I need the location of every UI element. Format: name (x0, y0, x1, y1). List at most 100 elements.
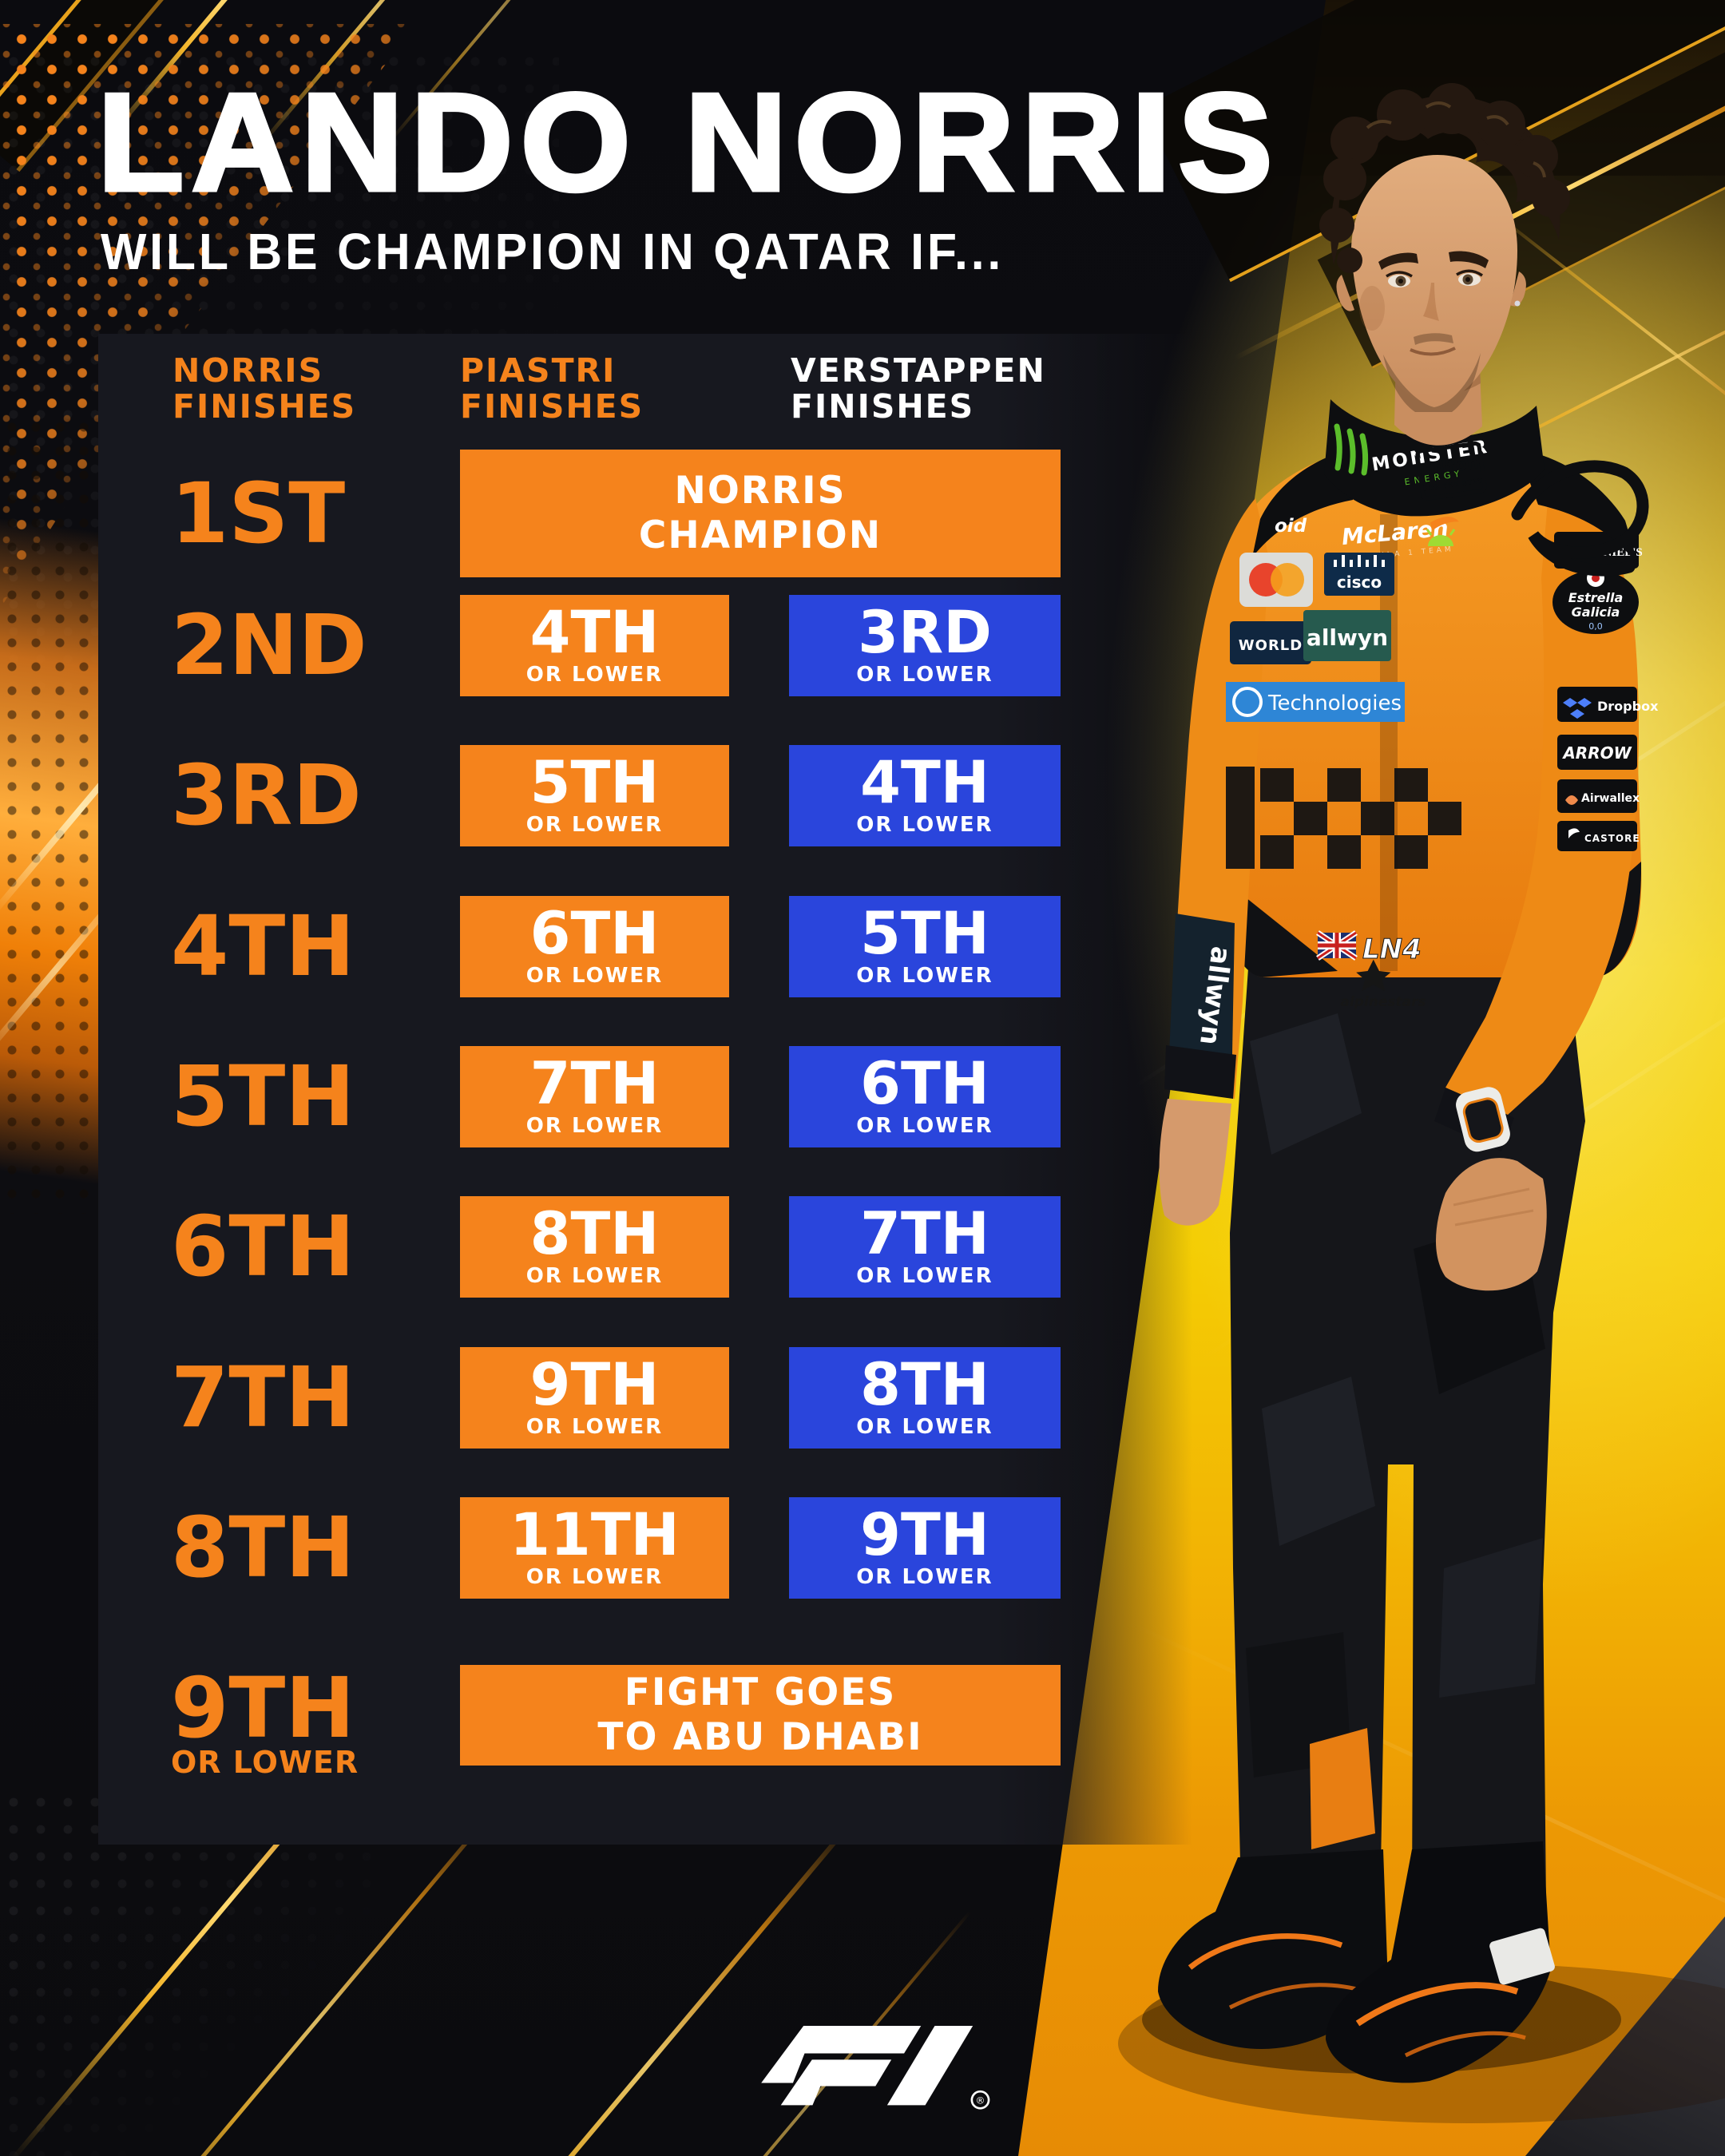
dell-icon (1232, 687, 1263, 717)
dropbox-patch: Dropbox (1557, 687, 1659, 722)
boot-label (1489, 1928, 1555, 1985)
cisco-patch: cisco (1324, 553, 1394, 596)
svg-text:cisco: cisco (1337, 573, 1382, 592)
hair (1319, 83, 1570, 273)
mouth (1410, 347, 1456, 356)
svg-text:WORLD: WORLD (1239, 637, 1303, 654)
verstappen-cell: 9TH OR LOWER (789, 1497, 1061, 1599)
svg-text:Galicia: Galicia (1572, 604, 1620, 620)
f1-f-mid (780, 2059, 892, 2106)
trousers (1230, 945, 1585, 1913)
svg-text:alpinestars: alpinestars (1340, 994, 1426, 1010)
column-header-piastri: PIASTRI FINISHES (460, 351, 644, 426)
android-robot-icon (1426, 529, 1456, 546)
android-partial-label: oid (1275, 516, 1307, 537)
head (1319, 83, 1570, 446)
airwallex-patch: Airwallex (1557, 779, 1640, 813)
norris-position-label: 1ST (171, 465, 346, 562)
piastri-cell: 5TH OR LOWER (460, 745, 729, 846)
table-row: 1ST NORRIS CHAMPION (0, 450, 1198, 577)
norris-position-label: 8TH (171, 1499, 355, 1596)
table-row: 8TH 11TH OR LOWER 9TH OR LOWER (0, 1497, 1198, 1599)
verstappen-cell: 5TH OR LOWER (789, 896, 1061, 997)
stubble (1383, 353, 1481, 412)
table-row: 6TH 8TH OR LOWER 7TH OR LOWER (0, 1196, 1198, 1298)
piastri-cell: 9TH OR LOWER (460, 1347, 729, 1449)
mclaren-speedmark-icon (1430, 517, 1459, 531)
f1-logo: ® (761, 2026, 990, 2110)
f1-one (886, 2026, 974, 2106)
arrow-patch: ARROW (1557, 735, 1637, 770)
svg-text:Airwallex: Airwallex (1581, 792, 1640, 805)
table-row: 9TH OR LOWER FIGHT GOES TO ABU DHABI (0, 1665, 1198, 1778)
svg-text:Technologies: Technologies (1267, 692, 1402, 715)
svg-text:Dropbox: Dropbox (1597, 699, 1659, 714)
right-arm: JACK DANIEL'S Estrella Galicia 0,0 Dropb… (1434, 482, 1659, 1291)
svg-text:allwyn: allwyn (1307, 624, 1388, 651)
eyebrow (1378, 252, 1418, 270)
cisco-bars-icon (1334, 555, 1385, 567)
checkered-pattern (1226, 767, 1461, 869)
dell-technologies-patch: Technologies (1226, 682, 1405, 722)
piastri-cell: 11TH OR LOWER (460, 1497, 729, 1599)
airwallex-icon (1565, 795, 1578, 805)
dropbox-icon (1563, 698, 1592, 719)
page-subtitle: WILL BE CHAMPION IN QATAR IF... (101, 223, 1005, 280)
table-row: 7TH 9TH OR LOWER 8TH OR LOWER (0, 1347, 1198, 1449)
norris-champion-cell: NORRIS CHAMPION (460, 450, 1061, 577)
left-hand (1159, 1099, 1231, 1226)
table-row: 2ND 4TH OR LOWER 3RD OR LOWER (0, 595, 1198, 696)
piastri-cell: 4TH OR LOWER (460, 595, 729, 696)
union-jack-icon (1316, 930, 1358, 961)
estrella-galicia-patch: Estrella Galicia 0,0 (1552, 569, 1639, 634)
piastri-cell: 8TH OR LOWER (460, 1196, 729, 1298)
norris-position-label: 5TH (171, 1048, 355, 1145)
norris-position-label: 4TH (171, 898, 355, 995)
column-header-verstappen: VERSTAPPEN FINISHES (791, 351, 1046, 426)
norris-position-label: 3RD (171, 747, 362, 844)
norris-position-label: 6TH (171, 1198, 355, 1295)
svg-text:CASTORE: CASTORE (1584, 833, 1640, 844)
wrist-watch (1456, 1087, 1510, 1152)
ear (1510, 271, 1526, 307)
table-row: 5TH 7TH OR LOWER 6TH OR LOWER (0, 1046, 1198, 1147)
f1-f-top (761, 2026, 922, 2083)
halftone-dots-dark (0, 415, 99, 1214)
svg-text:0,0: 0,0 (1588, 621, 1603, 632)
verstappen-cell: 8TH OR LOWER (789, 1347, 1061, 1449)
earring (1514, 300, 1521, 307)
page-title: LANDO NORRIS (95, 64, 1280, 220)
norris-position-label: 7TH (171, 1349, 355, 1446)
verstappen-cell: 3RD OR LOWER (789, 595, 1061, 696)
alpinestars-logo-icon (1511, 460, 1649, 577)
eyebrow (1449, 251, 1489, 268)
svg-text:ARROW: ARROW (1561, 743, 1632, 763)
hair-highlights (1366, 101, 1546, 178)
column-header-norris: NORRIS FINISHES (172, 351, 357, 426)
verstappen-cell: 7TH OR LOWER (789, 1196, 1061, 1298)
ear (1336, 275, 1354, 311)
halftone-dots (0, 1789, 383, 2156)
ln4-number: LN4 (1362, 933, 1422, 965)
table-row: 3RD 5TH OR LOWER 4TH OR LOWER (0, 745, 1198, 846)
norris-position-label: 2ND (171, 596, 367, 694)
registered-mark: ® (975, 2095, 985, 2106)
mastercard-patch (1239, 553, 1313, 607)
alpinestars-waist-logo: alpinestars (1340, 959, 1426, 1010)
nose (1423, 283, 1439, 321)
castore-patch: CASTORE (1557, 821, 1640, 851)
dp-world-patch: WORLD (1230, 621, 1311, 664)
norris-position-label: 9TH OR LOWER (171, 1659, 359, 1780)
piastri-cell: 6TH OR LOWER (460, 896, 729, 997)
fight-goes-on-cell: FIGHT GOES TO ABU DHABI (460, 1665, 1061, 1766)
svg-text:Estrella: Estrella (1568, 590, 1624, 605)
racing-boots (1158, 1841, 1555, 2083)
allwyn-patch: allwyn (1303, 610, 1391, 661)
verstappen-cell: 6TH OR LOWER (789, 1046, 1061, 1147)
driver-photo-lando-norris: allwyn JACK DANIEL'S Estrella Galicia 0,… (1118, 83, 1725, 2123)
table-row: 4TH 6TH OR LOWER 5TH OR LOWER (0, 896, 1198, 997)
piastri-cell: 7TH OR LOWER (460, 1046, 729, 1147)
monster-claw-icon (1334, 423, 1369, 476)
verstappen-cell: 4TH OR LOWER (789, 745, 1061, 846)
